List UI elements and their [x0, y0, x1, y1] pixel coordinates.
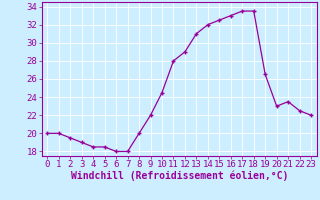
- X-axis label: Windchill (Refroidissement éolien,°C): Windchill (Refroidissement éolien,°C): [70, 171, 288, 181]
